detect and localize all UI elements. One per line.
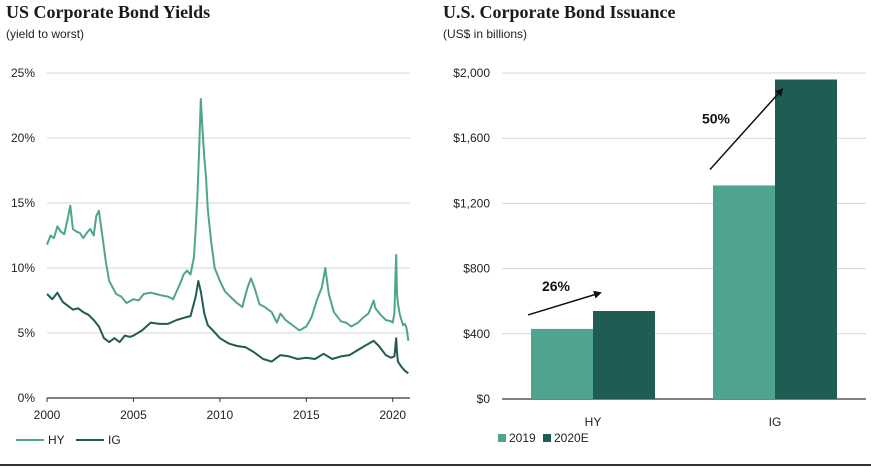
bar-ig-2020e	[775, 79, 837, 400]
x-tick-label: 2010	[207, 408, 234, 422]
growth-label-ig: 50%	[702, 110, 731, 126]
issuance-chart-subtitle: (US$ in billions)	[443, 27, 528, 41]
yields-line-chart: 0% 5% 10% 15% 20% 25% 2000 2005 2010 2015 2020 HY IG	[11, 66, 410, 447]
y-tick-label: $400	[463, 327, 490, 341]
legend-label-ig: IG	[108, 433, 121, 447]
y-tick-label: 20%	[11, 131, 35, 145]
y-tick-label: 5%	[18, 326, 36, 340]
issuance-chart-title: U.S. Corporate Bond Issuance	[443, 2, 676, 22]
y-tick-label: $800	[463, 262, 490, 276]
x-tick-label: 2000	[34, 408, 61, 422]
legend-swatch-2019	[498, 434, 506, 442]
legend-swatch-2020e	[543, 434, 551, 442]
y-tick-label: $1,600	[453, 131, 490, 145]
x-category-label: HY	[585, 415, 602, 429]
bar-hy-2019	[531, 328, 593, 399]
x-category-label: IG	[769, 415, 782, 429]
series-line-hy	[46, 98, 410, 341]
yields-chart-title: US Corporate Bond Yields	[6, 2, 211, 22]
y-tick-label: 0%	[18, 391, 36, 405]
bottom-divider	[0, 464, 871, 466]
x-tick-label: 2020	[379, 408, 406, 422]
x-tick-label: 2005	[120, 408, 147, 422]
y-tick-label: $0	[477, 392, 491, 406]
y-tick-label: 15%	[11, 196, 35, 210]
x-tick-label: 2015	[293, 408, 320, 422]
y-tick-label: 10%	[11, 261, 35, 275]
legend-label-2019: 2019	[509, 431, 536, 445]
bar-ig-2019	[713, 185, 775, 399]
y-tick-label: $2,000	[453, 66, 490, 80]
growth-arrow-ig	[709, 88, 784, 170]
y-tick-label: 25%	[11, 66, 35, 80]
bar-hy-2020e	[593, 310, 655, 399]
growth-label-hy: 26%	[542, 278, 571, 294]
y-tick-label: $1,200	[453, 196, 490, 210]
yields-chart-subtitle: (yield to worst)	[6, 27, 85, 41]
issuance-bar-chart: $0 $400 $800 $1,200 $1,600 $2,000 HY IG 26% 50% 20…	[453, 66, 866, 445]
legend-label-hy: HY	[48, 433, 65, 447]
growth-arrow-hy	[527, 290, 602, 316]
legend-label-2020e: 2020E	[554, 431, 589, 445]
series-line-ig	[46, 280, 409, 375]
